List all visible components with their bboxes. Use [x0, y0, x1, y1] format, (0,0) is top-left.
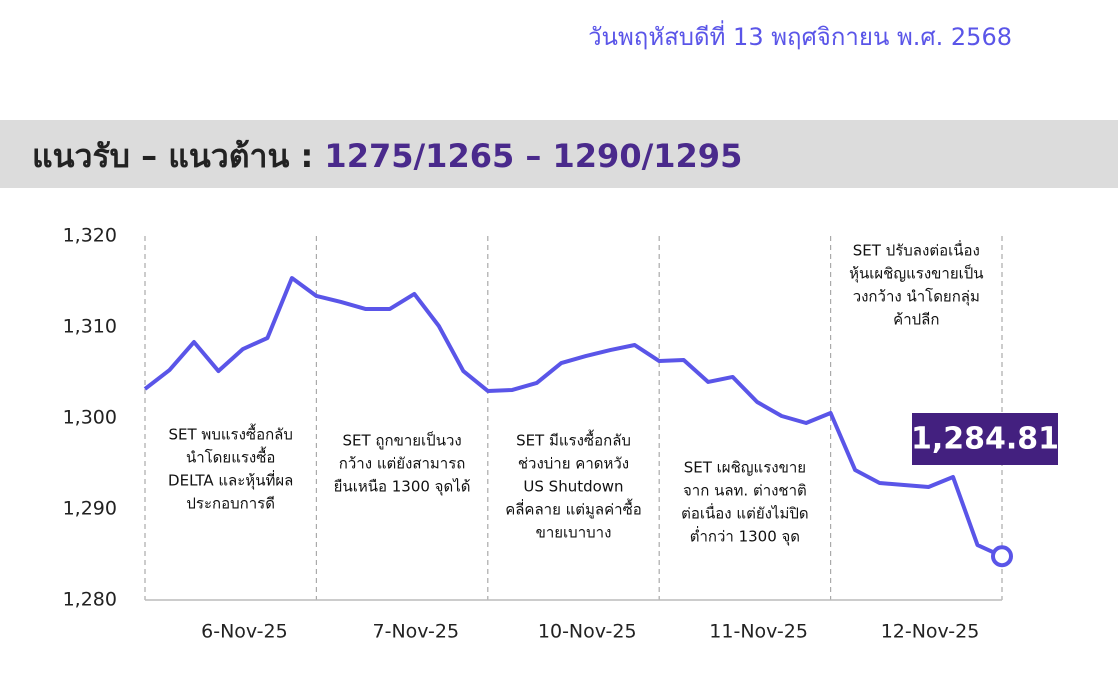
annotation: ค้าปลีก	[893, 311, 939, 329]
annotation: ยืนเหนือ 1300 จุดได้	[333, 478, 470, 497]
title: แนวรับ – แนวต้าน : 1275/1265 – 1290/1295	[32, 137, 742, 175]
annotation: กว้าง แต่ยังสามารถ	[339, 455, 466, 473]
y-tick-label: 1,290	[63, 498, 117, 520]
y-tick-label: 1,280	[63, 589, 117, 611]
annotation: SET ถูกขายเป็นวง	[342, 431, 461, 450]
annotation: SET พบแรงซื้อกลับ	[169, 424, 293, 444]
annotation: หุ้นเผชิญแรงขายเป็น	[849, 264, 983, 284]
date: วันพฤหัสบดีที่ 13 พฤศจิกายน พ.ศ. 2568	[588, 20, 1012, 51]
annotation: ต่ำกว่า 1300 จุด	[690, 526, 800, 547]
last-point	[991, 545, 1013, 568]
header-band	[0, 120, 1118, 188]
x-tick-label: 10-Nov-25	[538, 621, 637, 643]
annotation: SET มีแรงซื้อกลับ	[516, 430, 631, 450]
price-line	[143, 276, 1003, 559]
annotation: US Shutdown	[523, 478, 623, 496]
x-tick-label: 6-Nov-25	[201, 621, 288, 643]
last-label-box	[912, 413, 1058, 465]
annotation: วงกว้าง นำโดยกลุ่ม	[853, 288, 980, 307]
levels: 1275/1265 – 1290/1295	[324, 137, 742, 175]
x-tick-label: 12-Nov-25	[881, 621, 980, 643]
annotation: คลี่คลาย แต่มูลค่าซื้อ	[505, 499, 642, 519]
annotation: DELTA และหุ้นที่ผล	[168, 470, 293, 491]
y-tick-label: 1,310	[63, 316, 117, 338]
annotation: จาก นลท. ต่างชาติ	[683, 482, 807, 500]
annotation: ช่วงบ่าย คาดหวัง	[518, 455, 629, 473]
annotation: ต่อเนื่อง แต่ยังไม่ปิด	[681, 503, 808, 523]
title-text: แนวรับ – แนวต้าน :	[32, 137, 313, 175]
y-tick-label: 1,300	[63, 407, 117, 429]
annotation: นำโดยแรงซื้อ	[186, 447, 276, 467]
last-label: 1,284.81	[911, 422, 1059, 457]
annotation: SET ปรับลงต่อเนื่อง	[853, 240, 980, 260]
x-tick-label: 11-Nov-25	[709, 621, 808, 643]
annotation: ประกอบการดี	[186, 495, 275, 513]
annotation: SET เผชิญแรงขาย	[684, 459, 806, 477]
annotation: ขายเบาบาง	[536, 524, 612, 542]
y-tick-label: 1,320	[63, 225, 117, 247]
x-tick-label: 7-Nov-25	[373, 621, 460, 643]
